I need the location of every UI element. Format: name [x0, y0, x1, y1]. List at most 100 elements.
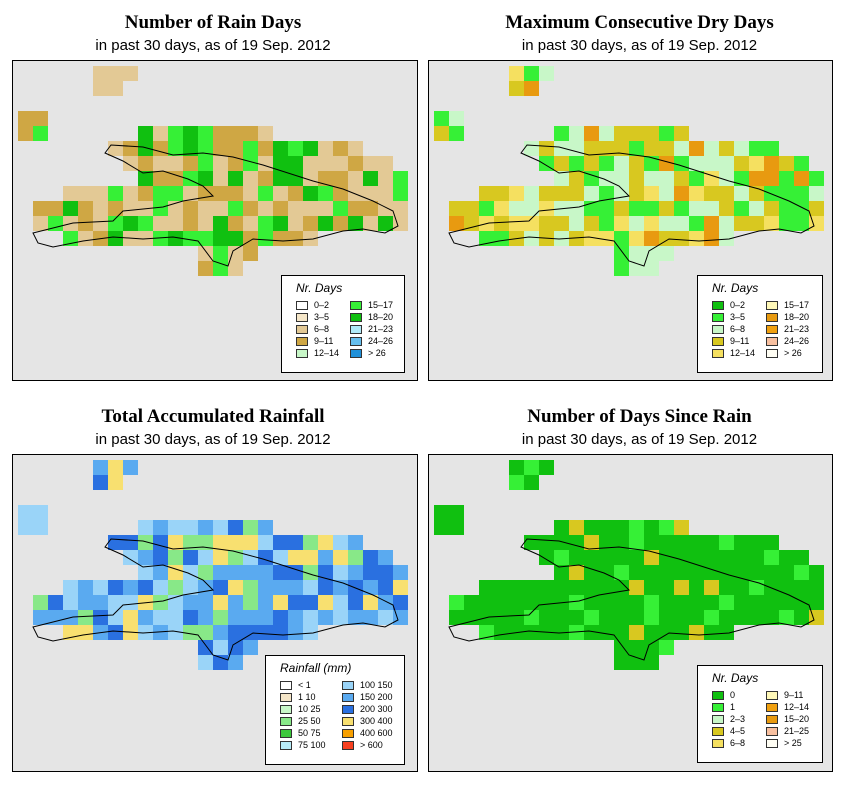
grid-cell: [644, 640, 659, 655]
grid-cell: [674, 231, 689, 246]
legend-item: 1: [712, 702, 735, 713]
grid-cell: [108, 201, 123, 216]
grid-cell: [288, 550, 303, 565]
grid-cell: [93, 66, 108, 81]
grid-cell: [614, 201, 629, 216]
grid-cell: [243, 520, 258, 535]
grid-cell: [153, 186, 168, 201]
legend-item: 300 400: [342, 716, 393, 727]
grid-cell: [629, 171, 644, 186]
grid-cell: [494, 610, 509, 625]
grid-cell: [273, 595, 288, 610]
grid-cell: [719, 171, 734, 186]
grid-cell: [449, 111, 464, 126]
grid-cell: [168, 580, 183, 595]
legend-label: 9–11: [314, 336, 334, 346]
grid-cell: [93, 580, 108, 595]
grid-cell: [434, 505, 449, 520]
grid-cell: [659, 171, 674, 186]
grid-cell: [644, 535, 659, 550]
coastline-outline: [448, 538, 815, 661]
legend-label: 4–5: [730, 726, 746, 736]
grid-cell: [273, 610, 288, 625]
grid-cell: [614, 640, 629, 655]
legend-label: 6–8: [730, 324, 746, 334]
grid-cell: [509, 81, 524, 96]
grid-cell: [303, 216, 318, 231]
grid-cell: [764, 141, 779, 156]
grid-cell: [779, 201, 794, 216]
grid-cell: [734, 216, 749, 231]
grid-cell: [258, 156, 273, 171]
grid-cell: [674, 595, 689, 610]
legend-label: 2–3: [730, 714, 746, 724]
grid-cell: [243, 610, 258, 625]
grid-cell: [449, 505, 464, 520]
grid-cell: [659, 201, 674, 216]
legend-item: 12–14: [296, 348, 339, 359]
legend-label: 18–20: [784, 312, 810, 322]
grid-cell: [363, 216, 378, 231]
grid-cell: [168, 126, 183, 141]
grid-cell: [363, 156, 378, 171]
grid-cell: [78, 610, 93, 625]
grid-cell: [629, 580, 644, 595]
grid-cell: [644, 246, 659, 261]
grid-cell: [333, 216, 348, 231]
grid-cell: [584, 141, 599, 156]
grid-cell: [78, 186, 93, 201]
grid-cell: [779, 156, 794, 171]
grid-cell: [123, 201, 138, 216]
grid-cell: [243, 156, 258, 171]
grid-cell: [363, 565, 378, 580]
grid-cell: [138, 565, 153, 580]
grid-cell: [644, 610, 659, 625]
grid-cell: [629, 565, 644, 580]
grid-cell: [629, 625, 644, 640]
grid-cell: [153, 535, 168, 550]
grid-cell: [644, 595, 659, 610]
grid-cell: [288, 610, 303, 625]
legend-label: > 26: [784, 348, 802, 358]
grid-cell: [168, 141, 183, 156]
grid-cell: [33, 595, 48, 610]
grid-cell: [689, 156, 704, 171]
grid-cell: [464, 201, 479, 216]
grid-cell: [584, 610, 599, 625]
legend-swatch: [350, 337, 362, 346]
grid-cell: [719, 535, 734, 550]
grid-cell: [228, 141, 243, 156]
grid-cell: [138, 216, 153, 231]
grid-cell: [719, 216, 734, 231]
map-rainfall: Rainfall (mm) < 1 1 10 10 25 25 50 50 75 75 10…: [12, 454, 418, 772]
legend-swatch: [280, 729, 292, 738]
legend-item: 9–11: [712, 336, 749, 347]
grid-cell: [494, 216, 509, 231]
grid-cell: [273, 550, 288, 565]
legend-item: 25 50: [280, 716, 321, 727]
grid-cell: [273, 535, 288, 550]
grid-cell: [243, 565, 258, 580]
legend-label: 12–14: [314, 348, 340, 358]
panel-title: Maximum Consecutive Dry Days: [505, 12, 774, 33]
panel-title: Total Accumulated Rainfall: [101, 406, 325, 427]
grid-cell: [584, 550, 599, 565]
grid-cell: [644, 141, 659, 156]
grid-cell: [779, 610, 794, 625]
grid-cell: [599, 216, 614, 231]
grid-cell: [198, 216, 213, 231]
grid-cell: [629, 246, 644, 261]
grid-cell: [198, 141, 213, 156]
legend-label: 1 10: [298, 692, 316, 702]
grid-cell: [599, 520, 614, 535]
grid-cell: [659, 126, 674, 141]
grid-cell: [348, 550, 363, 565]
grid-cell: [629, 186, 644, 201]
grid-cell: [734, 156, 749, 171]
grid-cell: [719, 186, 734, 201]
grid-cell: [554, 186, 569, 201]
grid-cell: [288, 156, 303, 171]
grid-cell: [524, 625, 539, 640]
grid-cell: [689, 186, 704, 201]
grid-cell: [779, 171, 794, 186]
